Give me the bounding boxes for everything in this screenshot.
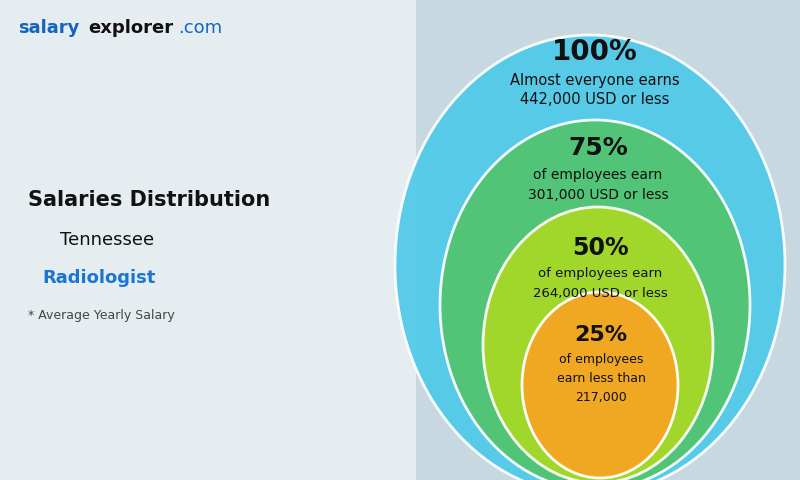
Text: 75%: 75% bbox=[568, 136, 628, 160]
Text: of employees earn: of employees earn bbox=[534, 168, 662, 182]
Text: 264,000 USD or less: 264,000 USD or less bbox=[533, 287, 667, 300]
Text: .com: .com bbox=[178, 19, 222, 37]
Text: Radiologist: Radiologist bbox=[42, 269, 155, 287]
Text: Tennessee: Tennessee bbox=[60, 231, 154, 249]
Ellipse shape bbox=[522, 292, 678, 478]
Ellipse shape bbox=[483, 207, 713, 480]
Text: 217,000: 217,000 bbox=[575, 392, 627, 405]
Text: of employees: of employees bbox=[559, 353, 643, 367]
Ellipse shape bbox=[440, 120, 750, 480]
Ellipse shape bbox=[395, 35, 785, 480]
Text: of employees earn: of employees earn bbox=[538, 266, 662, 279]
Text: salary: salary bbox=[18, 19, 79, 37]
Text: 100%: 100% bbox=[552, 38, 638, 66]
Text: 25%: 25% bbox=[574, 325, 627, 345]
Text: 301,000 USD or less: 301,000 USD or less bbox=[528, 188, 668, 202]
Text: * Average Yearly Salary: * Average Yearly Salary bbox=[28, 309, 174, 322]
Text: Salaries Distribution: Salaries Distribution bbox=[28, 190, 270, 210]
Text: 442,000 USD or less: 442,000 USD or less bbox=[520, 93, 670, 108]
Text: 50%: 50% bbox=[572, 236, 628, 260]
Text: explorer: explorer bbox=[88, 19, 173, 37]
Text: Almost everyone earns: Almost everyone earns bbox=[510, 72, 680, 87]
Text: earn less than: earn less than bbox=[557, 372, 646, 384]
Bar bbox=[0, 0, 416, 480]
